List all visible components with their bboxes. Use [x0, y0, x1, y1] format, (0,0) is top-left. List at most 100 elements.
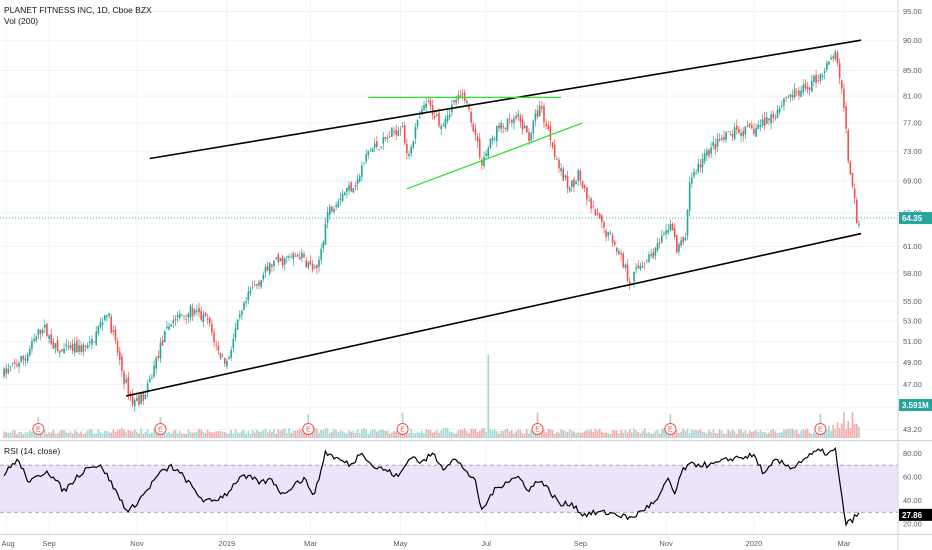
candle-body — [228, 357, 230, 359]
candle-body — [168, 326, 170, 330]
candle-body — [493, 138, 496, 140]
price-tick-label: 77.00 — [903, 119, 922, 128]
volume-bar — [566, 431, 569, 438]
earnings-marker-circle — [302, 423, 315, 435]
time-tick-label: May — [393, 539, 407, 548]
volume-bar — [727, 429, 730, 438]
volume-bar — [765, 433, 768, 438]
candle-body — [843, 88, 845, 108]
volume-bar — [534, 433, 537, 438]
candle-body — [208, 317, 211, 324]
trendline-pattern-bottom — [406, 122, 583, 190]
volume-bar — [500, 430, 502, 438]
candle-body — [354, 185, 357, 187]
volume-bar — [825, 429, 828, 438]
candle-body — [140, 393, 143, 404]
volume-bar — [384, 430, 387, 438]
candle-body — [106, 315, 108, 318]
candle-body — [571, 180, 573, 188]
volume-bar — [506, 428, 509, 438]
volume-bar — [588, 430, 590, 438]
candle-body — [88, 341, 91, 344]
volume-bar — [778, 432, 781, 438]
candle-body — [442, 124, 445, 126]
volume-bar — [609, 433, 612, 438]
volume-bar — [243, 430, 245, 438]
candle-body — [650, 253, 652, 256]
volume-bar — [652, 433, 655, 438]
volume-bar — [268, 430, 271, 438]
volume-bar — [547, 428, 550, 438]
candle-body — [328, 206, 331, 216]
volume-bar — [738, 429, 740, 438]
volume-bar — [834, 428, 837, 438]
rsi-tick-label: 60.00 — [903, 473, 922, 482]
candle-body — [470, 111, 472, 123]
candle-body — [91, 338, 93, 345]
candle-body — [436, 114, 438, 116]
candle-body — [523, 125, 526, 129]
candle-body — [245, 301, 247, 303]
earnings-marker[interactable]: E — [664, 423, 677, 435]
volume-bar — [262, 430, 265, 438]
candle-body — [757, 124, 760, 129]
volume-bar — [530, 430, 532, 438]
price-tick-label: 47.00 — [903, 380, 922, 389]
earnings-marker[interactable]: E — [531, 423, 544, 435]
volume-bar — [858, 426, 860, 438]
volume-bar — [258, 431, 260, 438]
earnings-marker[interactable]: E — [814, 423, 827, 435]
candle-body — [635, 267, 637, 270]
candle-body — [592, 206, 595, 208]
volume-bar — [787, 428, 790, 438]
earnings-marker-circle — [814, 423, 827, 435]
candle-body — [759, 125, 762, 128]
candle-body — [693, 171, 695, 177]
candle-body — [414, 127, 417, 139]
candle-body — [519, 115, 522, 122]
candle-body — [116, 341, 119, 353]
earnings-marker[interactable]: E — [302, 423, 315, 435]
candle-body — [234, 328, 237, 339]
candle-body — [393, 131, 395, 133]
earnings-marker[interactable]: E — [154, 423, 167, 435]
earnings-marker[interactable]: E — [32, 423, 45, 435]
candle-body — [607, 231, 610, 236]
candle-body — [637, 265, 640, 268]
volume-bar — [333, 429, 335, 438]
candle-body — [549, 126, 552, 141]
volume-bar — [431, 432, 434, 438]
volume-bar — [305, 432, 307, 438]
price-tick-label: 55.00 — [903, 297, 922, 306]
candle-body — [363, 162, 365, 164]
candle-body — [125, 379, 128, 383]
volume-bar — [735, 433, 738, 438]
volume-bar — [849, 427, 852, 438]
candle-body — [397, 130, 400, 136]
candle-body — [108, 313, 110, 317]
volume-bar — [438, 432, 440, 438]
earnings-marker-circle — [32, 423, 45, 435]
volume-bar — [710, 432, 712, 438]
candle-body — [151, 377, 153, 379]
volume-bar — [84, 432, 87, 438]
candle-body — [423, 105, 425, 110]
volume-bar — [513, 433, 515, 438]
volume-bar — [461, 429, 464, 438]
volume-bar — [39, 433, 42, 438]
earnings-marker[interactable]: E — [396, 423, 409, 435]
volume-bar — [703, 432, 706, 438]
volume-bar — [618, 433, 620, 438]
candle-body — [67, 346, 70, 348]
candle-body — [200, 311, 202, 320]
candle-body — [99, 322, 102, 327]
candle-body — [673, 228, 676, 238]
volume-bar — [667, 433, 670, 438]
candle-body — [78, 345, 80, 352]
volume-bar — [178, 430, 181, 438]
volume-bar — [67, 433, 70, 438]
earnings-marker-text: E — [400, 427, 405, 434]
trendlines[interactable] — [126, 39, 862, 397]
